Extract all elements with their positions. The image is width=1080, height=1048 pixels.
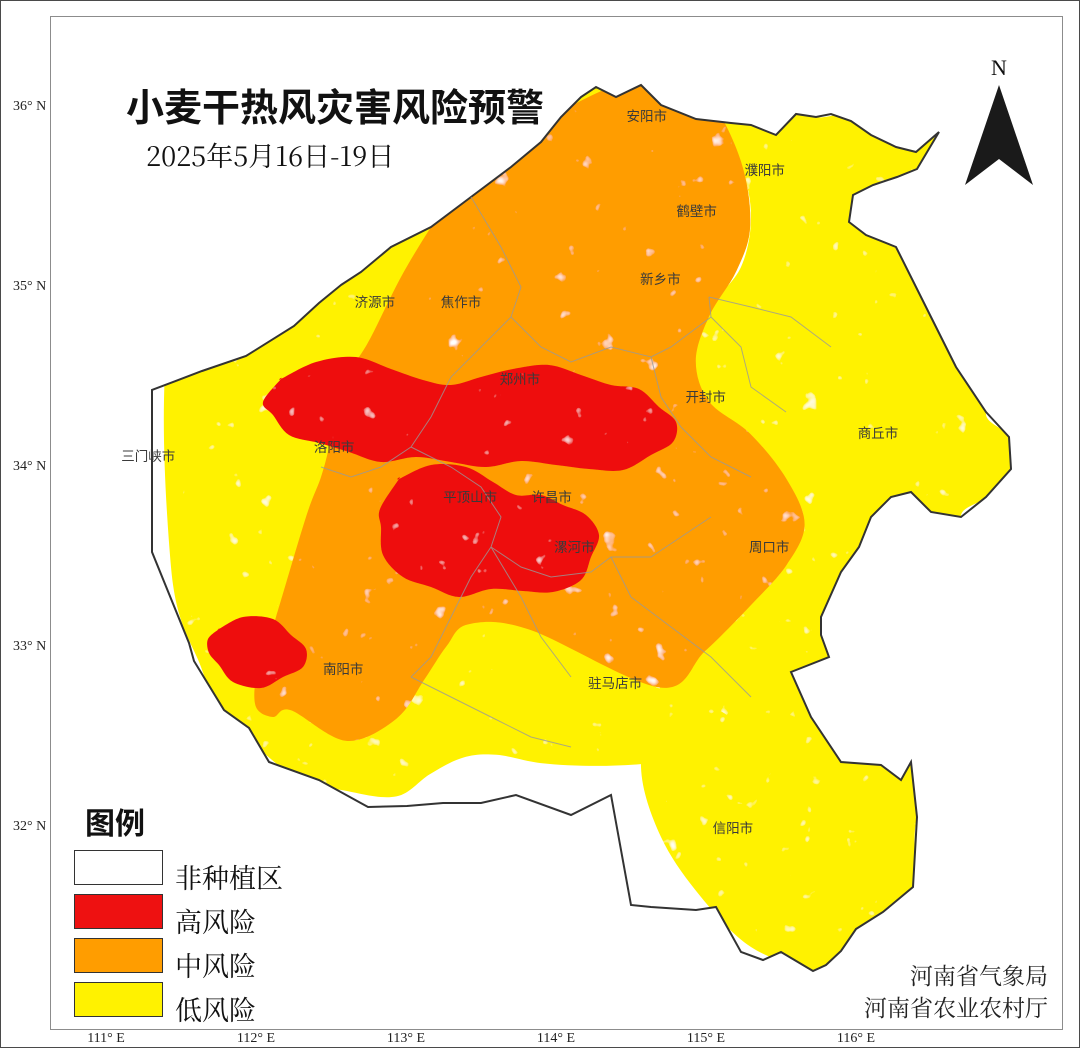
svg-text:N: N — [991, 55, 1007, 80]
